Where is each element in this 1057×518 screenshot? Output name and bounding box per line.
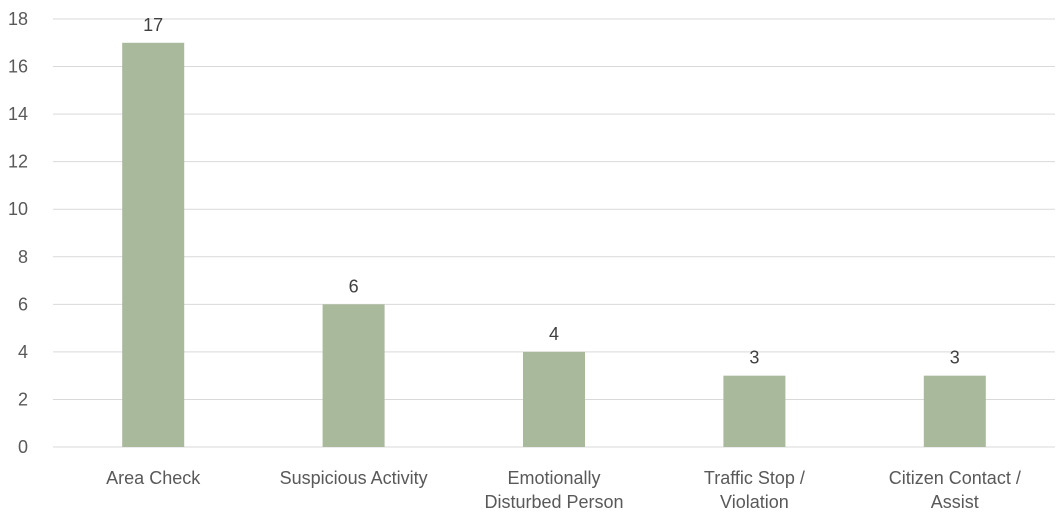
x-tick-label-line: Assist [931,492,979,512]
data-label: 4 [549,324,559,344]
bars [122,42,986,448]
x-tick-label: Emotionally Disturbed Person [484,468,623,512]
bar [122,42,185,448]
bar [322,304,385,447]
y-tick-label: 2 [18,389,28,409]
x-tick-label-line: Suspicious Activity [280,468,428,488]
y-tick-label: 18 [8,9,28,29]
y-tick-label: 10 [8,199,28,219]
gridlines [53,18,1055,448]
x-tick-label: Traffic Stop / Violation [704,468,805,512]
bar [923,375,986,447]
y-tick-label: 4 [18,342,28,362]
data-label: 6 [349,276,359,296]
x-tick-label-line: Area Check [106,468,201,488]
y-tick-label: 0 [18,437,28,457]
data-label: 3 [950,348,960,368]
y-axis-ticks: 0 2 4 6 8 10 12 14 16 18 [8,9,28,457]
y-tick-label: 12 [8,152,28,172]
x-tick-label: Area Check [106,468,201,488]
data-labels: 17 6 4 3 3 [143,15,960,368]
x-tick-label-line: Violation [720,492,789,512]
bar [523,351,585,447]
x-tick-label-line: Traffic Stop / [704,468,805,488]
x-axis-labels: Area Check Suspicious Activity Emotionally… [106,468,1021,512]
x-tick-label: Suspicious Activity [280,468,428,488]
bar [723,375,786,447]
x-tick-label: Citizen Contact / Assist [889,468,1021,512]
y-tick-label: 14 [8,104,28,124]
data-label: 3 [749,348,759,368]
y-tick-label: 6 [18,294,28,314]
y-tick-label: 8 [18,247,28,267]
y-tick-label: 16 [8,57,28,77]
data-label: 17 [143,15,163,35]
x-tick-label-line: Emotionally [507,468,600,488]
x-tick-label-line: Disturbed Person [484,492,623,512]
x-tick-label-line: Citizen Contact / [889,468,1021,488]
